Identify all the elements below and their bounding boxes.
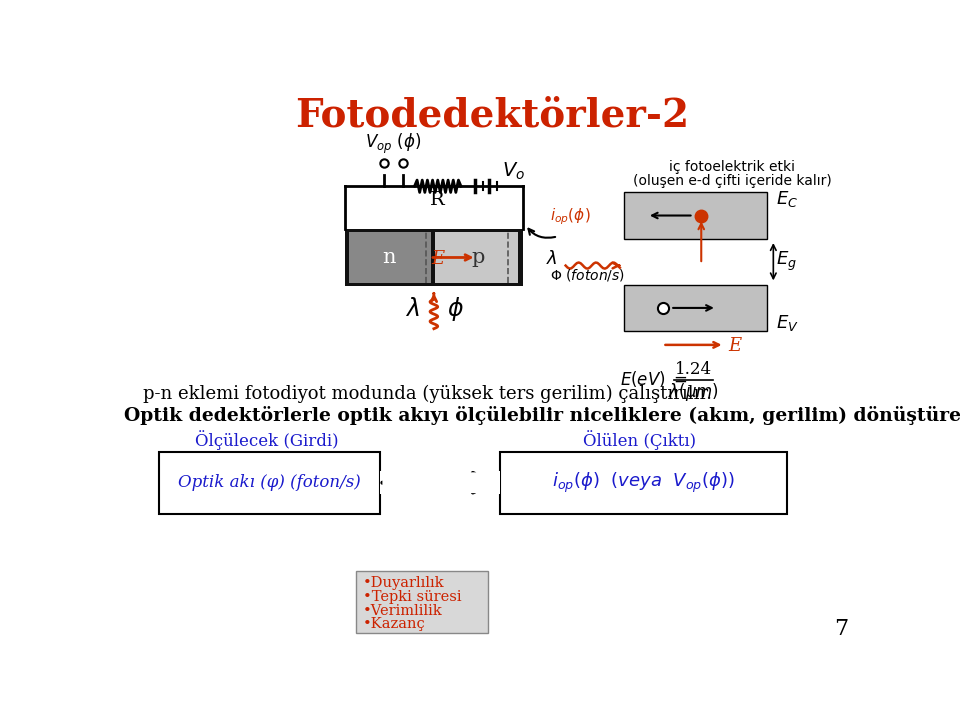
Text: $E(eV)\ =\ $: $E(eV)\ =\ $ [620, 369, 687, 388]
Bar [158, 452, 379, 513]
Text: n: n [382, 248, 396, 267]
Text: E: E [729, 337, 741, 355]
Bar [624, 285, 767, 331]
Text: $\Phi\ (foton/s)$: $\Phi\ (foton/s)$ [550, 267, 625, 283]
Text: $V_{op}\ (\phi)$: $V_{op}\ (\phi)$ [365, 132, 421, 156]
Bar [624, 192, 767, 238]
Text: R: R [430, 191, 445, 209]
Text: •Tepki süresi: •Tepki süresi [363, 589, 461, 604]
Text: $\lambda$: $\lambda$ [405, 298, 420, 321]
Text: $E_g$: $E_g$ [777, 250, 798, 274]
Text: Ölülen (Çıktı): Ölülen (Çıktı) [583, 430, 696, 450]
Text: 1.24: 1.24 [675, 361, 712, 378]
Text: (oluşen e-d çifti içeride kalır): (oluşen e-d çifti içeride kalır) [633, 174, 831, 188]
Text: $\lambda$: $\lambda$ [546, 251, 558, 269]
Text: •Duyarlılık: •Duyarlılık [363, 576, 444, 589]
Bar [345, 228, 523, 286]
Text: $V_o$: $V_o$ [502, 160, 525, 182]
Text: Ölçülecek (Girdi): Ölçülecek (Girdi) [196, 430, 339, 450]
Text: •Verimlilik: •Verimlilik [363, 604, 443, 617]
Text: p: p [471, 248, 485, 267]
Text: Optik akı (φ) (foton/s): Optik akı (φ) (foton/s) [178, 474, 361, 491]
Bar [356, 572, 488, 633]
Text: E: E [432, 250, 444, 268]
Text: $E_V$: $E_V$ [777, 313, 799, 333]
Bar [349, 233, 431, 282]
Text: $\lambda(\mu m)$: $\lambda(\mu m)$ [668, 381, 719, 403]
Text: $E_C$: $E_C$ [777, 189, 799, 209]
Text: p-n eklemi fotodiyot modunda (yüksek ters gerilim) çalıştırılır.: p-n eklemi fotodiyot modunda (yüksek ter… [143, 385, 712, 404]
Bar [379, 471, 500, 494]
Text: $i_{op}(\phi)\ \ (veya\ \ V_{op}(\phi))$: $i_{op}(\phi)\ \ (veya\ \ V_{op}(\phi))$ [552, 470, 734, 495]
Bar [436, 233, 518, 282]
Text: Fotodedektörler-2: Fotodedektörler-2 [295, 96, 689, 134]
Text: iç fotoelektrik etki: iç fotoelektrik etki [669, 160, 795, 174]
Bar [500, 452, 786, 513]
Text: $\phi$: $\phi$ [447, 296, 464, 324]
Text: $i_{op}(\phi)$: $i_{op}(\phi)$ [550, 207, 590, 228]
Text: Optik dedektörlerle optik akıyı ölçülebilir niceliklere (akım, gerilim) dönüştür: Optik dedektörlerle optik akıyı ölçülebi… [124, 406, 960, 425]
Text: 7: 7 [833, 618, 848, 640]
Text: •Kazanç: •Kazanç [363, 617, 425, 631]
